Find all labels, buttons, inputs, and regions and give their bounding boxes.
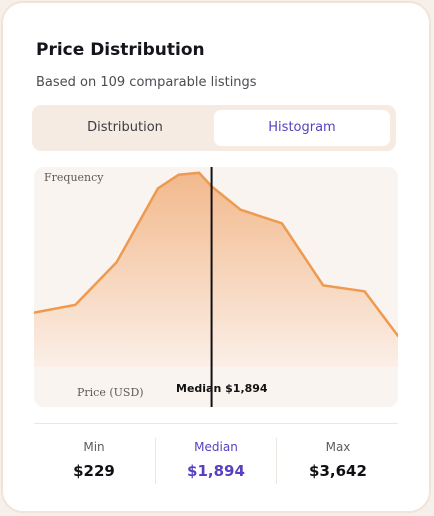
distribution-chart: Frequency Price (USD) Median $1,894 bbox=[34, 167, 398, 407]
stat-separator bbox=[276, 438, 277, 484]
stat-median: Median $1,894 bbox=[156, 438, 276, 481]
distribution-area bbox=[34, 172, 398, 367]
stat-separator bbox=[155, 438, 156, 484]
stat-min: Min $229 bbox=[34, 438, 154, 481]
stat-median-value: $1,894 bbox=[187, 462, 245, 480]
tab-distribution[interactable]: Distribution bbox=[87, 120, 163, 135]
card-title: Price Distribution bbox=[36, 40, 205, 60]
distribution-chart-svg bbox=[34, 167, 398, 407]
stat-min-value: $229 bbox=[73, 462, 115, 480]
stat-min-label: Min bbox=[83, 440, 105, 454]
stat-max-value: $3,642 bbox=[309, 462, 367, 480]
distribution-line bbox=[34, 171, 398, 338]
median-marker-label: Median $1,894 bbox=[176, 382, 268, 395]
x-axis-label: Price (USD) bbox=[77, 386, 144, 399]
view-toggle: Distribution Histogram bbox=[32, 105, 396, 151]
tab-histogram[interactable]: Histogram bbox=[214, 110, 390, 146]
stat-median-label: Median bbox=[194, 440, 238, 454]
stats-divider bbox=[34, 423, 398, 424]
card-subtitle: Based on 109 comparable listings bbox=[36, 75, 257, 90]
stat-max: Max $3,642 bbox=[278, 438, 398, 481]
stat-max-label: Max bbox=[325, 440, 351, 454]
y-axis-label: Frequency bbox=[44, 171, 104, 184]
